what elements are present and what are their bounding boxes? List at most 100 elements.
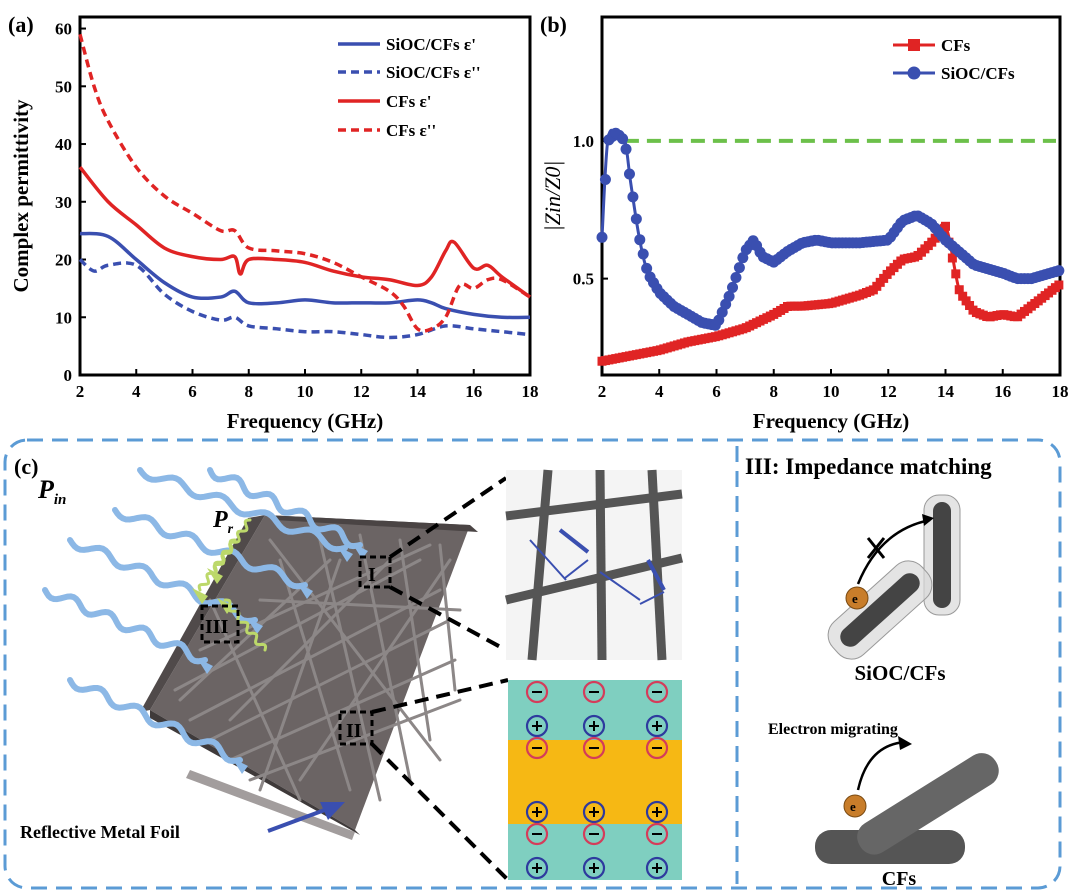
slab-top-face [150, 515, 470, 830]
series-line-0 [79, 231, 531, 320]
positive-charge-icon [525, 800, 549, 824]
panel-a-y-tick-label: 40 [55, 135, 72, 154]
positive-charge-icon [582, 800, 606, 824]
panel-b: (b) 2 4 6 8 10 12 14 16 18 0.5 1.0 Frequency (GHz… [540, 12, 1069, 433]
metal-foil-arrow [267, 806, 331, 833]
panel-b-x-tick-label: 16 [994, 382, 1011, 401]
sioc-cfs-label: SiOC/CFs [854, 661, 945, 685]
panel-b-y-tick-label: 1.0 [573, 132, 594, 151]
wave-arrowhead [337, 546, 353, 562]
series-point-sioc [620, 143, 632, 155]
panel-a-x-tick-label: 18 [522, 382, 539, 401]
wave-arrowhead [247, 618, 263, 634]
fiber [188, 588, 442, 722]
svg-text:e: e [852, 591, 858, 606]
fiber [258, 598, 462, 612]
impedance-title: III: Impedance matching [745, 454, 992, 479]
electron-icon [845, 586, 869, 610]
legend-text-sioc-eps1: SiOC/CFs ε' [386, 35, 476, 54]
series-point-sioc [727, 281, 739, 293]
zoom-line-i-bottom [389, 585, 507, 652]
panel-a-label: (a) [8, 12, 34, 37]
incident-waves [42, 467, 368, 774]
cfs-label: CFs [882, 868, 917, 890]
negative-charge-icon [582, 822, 606, 846]
migration-path [856, 740, 906, 791]
series-point-cfs [1054, 280, 1064, 290]
negative-charge-icon [525, 680, 549, 704]
series-point-sioc [596, 231, 608, 243]
panel-b-y-tick-label: 0.5 [573, 270, 594, 289]
panel-a: (a) 2 4 6 8 10 12 14 16 18 0 10 20 30 40 50 60 Frequen… [8, 12, 539, 433]
positive-charge-icon [525, 714, 549, 738]
panel-a-x-axis-label: Frequency (GHz) [227, 409, 384, 433]
panel-a-y-tick-label: 30 [55, 193, 72, 212]
series-point-sioc [730, 272, 742, 284]
panel-b-x-tick-label: 12 [880, 382, 897, 401]
fiber [268, 538, 442, 762]
fiber [228, 658, 457, 762]
legend-text-cfs-eps2: CFs ε'' [386, 121, 436, 140]
panel-a-x-tick-label: 14 [409, 382, 427, 401]
sioc-cfs-illustration: e [827, 494, 961, 660]
zoom-i-mesh [504, 469, 684, 661]
zoom-line-ii-bottom [370, 742, 510, 882]
panel-b-x-tick-label: 4 [655, 382, 664, 401]
legend-text-cfs-eps1: CFs ε' [386, 92, 432, 111]
wave-arrowhead [192, 588, 208, 604]
positive-charge-icon [582, 856, 606, 880]
positive-charge-icon [582, 714, 606, 738]
wave [137, 467, 348, 553]
series-point-cfs [941, 221, 950, 231]
p-r-label: Pr [212, 507, 234, 537]
wave [207, 467, 363, 550]
wave [67, 537, 258, 625]
panel-b-y-ticks: 0.5 1.0 [573, 132, 608, 289]
legend-text-sioc: SiOC/CFs [941, 64, 1015, 83]
panel-a-x-ticks: 2 4 6 8 10 12 14 16 18 [76, 369, 539, 401]
panel-b-x-tick-label: 2 [598, 382, 607, 401]
panel-b-x-axis-label: Frequency (GHz) [753, 409, 910, 433]
electron-icon-cfs [843, 794, 867, 818]
panel-a-legend: SiOC/CFs ε' SiOC/CFs ε'' CFs ε' CFs ε'' [338, 35, 481, 140]
fiber [318, 538, 382, 802]
svg-text:e: e [850, 799, 856, 814]
series-line-1 [78, 258, 531, 340]
composite-slab [140, 515, 478, 840]
series-point-cfs [954, 285, 964, 295]
panel-a-y-tick-label: 20 [55, 251, 72, 270]
series-point-sioc [630, 213, 642, 225]
panel-b-label: (b) [540, 12, 567, 37]
charge-symbols [525, 680, 669, 880]
panel-a-y-tick-label: 0 [64, 366, 73, 385]
marker-i-box [358, 555, 392, 589]
zoom-ii-polarization [508, 680, 682, 880]
electron-migrating-label: Electron migrating [768, 721, 898, 738]
series-point-sioc [627, 191, 639, 203]
panel-b-x-tick-label: 8 [770, 382, 779, 401]
series-point-cfs [961, 296, 971, 306]
panel-b-x-tick-label: 18 [1052, 382, 1069, 401]
wave [112, 507, 308, 590]
series-point-sioc [641, 262, 653, 274]
wave [42, 587, 208, 665]
fiber [398, 538, 432, 742]
panel-b-x-tick-label: 14 [937, 382, 955, 401]
fiber [208, 618, 452, 742]
fiber [258, 558, 342, 792]
series-point-sioc [733, 262, 745, 274]
legend-marker-sioc [907, 66, 921, 80]
series-point-sioc [617, 133, 629, 145]
series-point-sioc [634, 234, 646, 246]
wave-arrowhead [232, 758, 248, 774]
marker-i-label: I [368, 564, 376, 586]
wave [197, 538, 237, 592]
wave-arrowhead [352, 543, 368, 559]
cfs-illustration: e [815, 736, 999, 864]
panel-a-y-axis-label: Complex permittivity [9, 99, 33, 293]
positive-charge-icon [525, 856, 549, 880]
legend-text-cfs: CFs [941, 36, 971, 55]
negative-charge-icon [645, 736, 669, 760]
negative-charge-icon [645, 822, 669, 846]
